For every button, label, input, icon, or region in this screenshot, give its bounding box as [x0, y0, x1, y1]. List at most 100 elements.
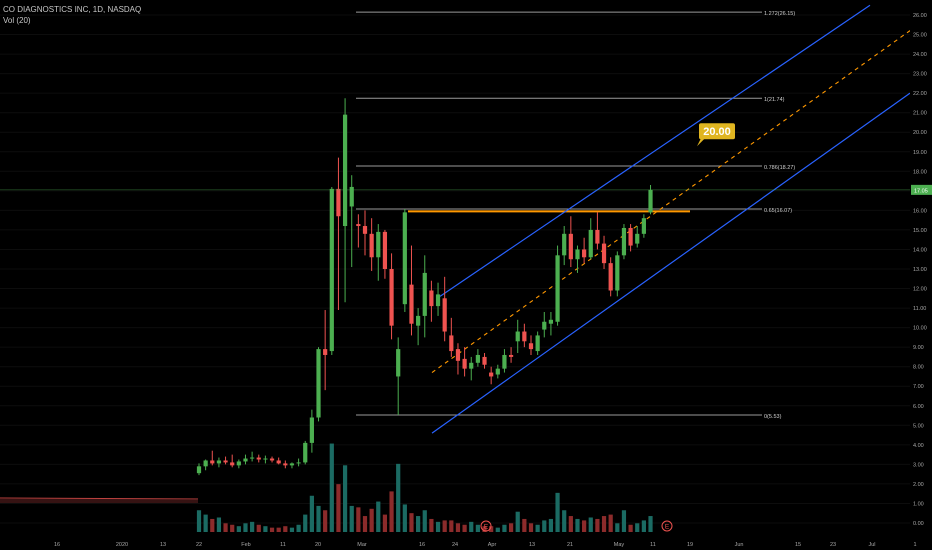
- time-axis-label: 22: [196, 542, 202, 548]
- volume-bar: [336, 484, 341, 532]
- price-axis-label: 9.00: [913, 345, 924, 351]
- volume-bar: [648, 516, 653, 532]
- volume-bar: [296, 524, 301, 532]
- volume-bar: [250, 521, 255, 532]
- volume-bar: [528, 523, 534, 532]
- volume-bar: [548, 518, 554, 532]
- candle-body: [535, 335, 540, 352]
- fibonacci-retracement: 1.272(26.15) 1(21.74) 0.786(18.27) 0.65(16.…: [356, 11, 795, 420]
- fib-level-label: 0(5.53): [764, 414, 782, 420]
- time-axis-label: 11: [280, 542, 286, 548]
- volume-bar: [303, 514, 308, 532]
- candle-body: [283, 463, 288, 466]
- time-axis-label: 13: [160, 542, 166, 548]
- volume-bar: [422, 510, 427, 532]
- candle-body: [635, 233, 640, 244]
- candle-body: [316, 349, 321, 418]
- volume-bar: [641, 520, 646, 532]
- candle-body: [382, 231, 388, 269]
- candle-body: [336, 188, 341, 217]
- price-axis-label: 14.00: [913, 247, 927, 253]
- price-axis-label: 15.00: [913, 228, 927, 234]
- price-axis-label: 8.00: [913, 365, 924, 371]
- volume-bar: [349, 505, 354, 532]
- price-axis-label: 25.00: [913, 33, 927, 39]
- candle-body: [409, 284, 414, 324]
- candle-body: [362, 226, 368, 234]
- price-axis-label: 3.00: [913, 462, 924, 468]
- candle-body: [562, 233, 567, 256]
- time-axis-label: 21: [567, 542, 573, 548]
- volume-bar: [309, 495, 314, 532]
- candle-body: [648, 189, 653, 213]
- volume-bar: [276, 527, 281, 532]
- volume-bar: [263, 526, 268, 532]
- volume-bar: [475, 524, 480, 532]
- price-axis-label: 16.00: [913, 208, 927, 214]
- price-axis: 26.0025.0024.0023.0022.0021.0020.0019.00…: [910, 0, 932, 550]
- time-axis-label: 20: [315, 542, 321, 548]
- volume-bar: [203, 514, 208, 532]
- volume-bar: [508, 523, 514, 532]
- candle-body: [196, 466, 202, 474]
- price-axis-label: 12.00: [913, 287, 927, 293]
- volume-indicator-label[interactable]: Vol (20): [3, 16, 31, 25]
- volume-bar: [588, 517, 593, 532]
- pre-history-price-line: [0, 497, 199, 500]
- fib-level-label: 1(21.74): [764, 97, 785, 103]
- volume-bar: [449, 520, 454, 532]
- volume-bar: [389, 491, 394, 532]
- earnings-event-icon: [480, 520, 492, 532]
- candle-body: [223, 460, 228, 463]
- candle-body: [329, 188, 334, 352]
- time-axis-label: Jun: [735, 542, 744, 548]
- volume-bar: [289, 527, 295, 532]
- time-axis-label: May: [614, 542, 625, 548]
- candle-body: [475, 354, 480, 363]
- earnings-event-label: E: [665, 524, 670, 531]
- time-axis-label: 1: [913, 542, 916, 548]
- volume-bar: [376, 501, 381, 532]
- volume-bar: [396, 463, 401, 532]
- volume-bar: [435, 521, 441, 532]
- volume-bar: [429, 518, 434, 532]
- candle-body: [568, 233, 573, 260]
- time-axis-label: Apr: [488, 542, 497, 548]
- chart-header: CO DIAGNOSTICS INC, 1D, NASDAQ Vol (20): [3, 4, 141, 26]
- volume-bar: [323, 510, 328, 532]
- volume-bar: [601, 516, 607, 532]
- candle-body: [462, 358, 467, 369]
- candle-body: [528, 343, 534, 350]
- candle-body: [216, 460, 222, 464]
- candle-body: [256, 457, 261, 460]
- candle-body: [548, 319, 554, 324]
- chart-grid: [0, 14, 910, 524]
- volume-bar: [316, 505, 321, 532]
- time-axis-label: 16: [419, 542, 425, 548]
- candle-body: [482, 356, 487, 365]
- volume-bar: [595, 518, 600, 532]
- pre-history-volume: [0, 499, 198, 503]
- candle-body: [495, 368, 500, 375]
- time-axis-label: 16: [54, 542, 60, 548]
- annotations: 20.00 E E: [0, 123, 910, 532]
- volume-bar: [502, 524, 507, 532]
- volume-bar: [283, 526, 288, 532]
- candle-body: [416, 315, 421, 326]
- channel-upper-line: [439, 4, 871, 297]
- volume-bar: [462, 524, 467, 532]
- candle-body: [230, 462, 235, 466]
- symbol-title[interactable]: CO DIAGNOSTICS INC, 1D, NASDAQ: [3, 5, 142, 14]
- volume-bar: [469, 521, 474, 532]
- volume-bar: [575, 518, 580, 532]
- volume-bar: [522, 518, 527, 532]
- candle-body: [422, 272, 427, 316]
- candle-body: [323, 349, 328, 355]
- volume-bar: [416, 516, 421, 532]
- price-axis-background: [910, 0, 932, 550]
- time-axis-label: 13: [529, 542, 535, 548]
- earnings-event-label: E: [484, 524, 489, 531]
- price-axis-label: 1.00: [913, 501, 924, 507]
- price-axis-label: 10.00: [913, 326, 927, 332]
